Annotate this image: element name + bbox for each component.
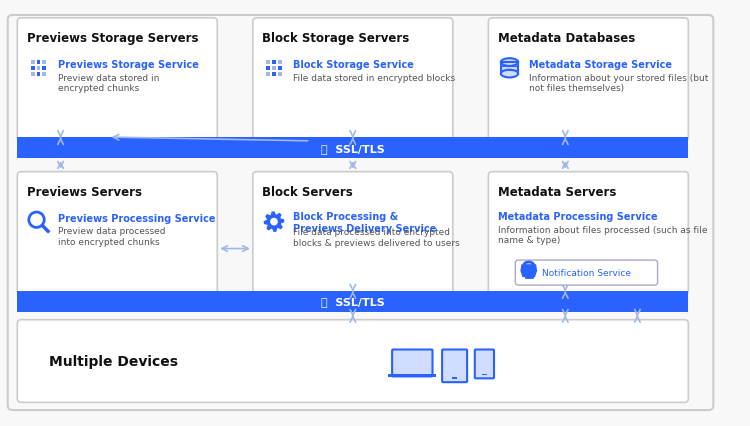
Bar [278,72,282,76]
Text: Metadata Storage Service: Metadata Storage Service [529,60,672,70]
Bar [17,291,688,312]
Bar [17,138,688,159]
Bar [42,67,46,71]
Text: 🔒  SSL/TLS: 🔒 SSL/TLS [321,143,385,153]
Bar [272,61,276,65]
Bar [501,63,518,75]
Text: Previews Processing Service: Previews Processing Service [58,213,215,224]
Bar [266,67,270,71]
Text: Preview data stored in
encrypted chunks: Preview data stored in encrypted chunks [58,73,159,93]
Polygon shape [264,213,284,232]
Text: Previews Storage Servers: Previews Storage Servers [27,32,199,45]
Bar [37,67,40,71]
Text: Metadata Databases: Metadata Databases [498,32,635,45]
FancyBboxPatch shape [488,172,688,295]
FancyBboxPatch shape [515,260,658,285]
FancyBboxPatch shape [17,19,217,141]
Text: Preview data processed
into encrypted chunks: Preview data processed into encrypted ch… [58,227,165,246]
FancyBboxPatch shape [475,350,494,378]
Bar [31,61,34,65]
FancyBboxPatch shape [392,350,433,377]
Bar [272,72,276,76]
FancyBboxPatch shape [17,172,217,295]
FancyBboxPatch shape [253,19,453,141]
Text: Metadata Processing Service: Metadata Processing Service [498,212,658,222]
Text: Block Storage Servers: Block Storage Servers [262,32,410,45]
Text: Previews Servers: Previews Servers [27,186,142,199]
Text: Block Processing &
Previews Delivery Service: Block Processing & Previews Delivery Ser… [293,212,436,233]
Text: Information about your stored files (but
not files themselves): Information about your stored files (but… [529,73,708,93]
Bar [31,72,34,76]
Text: Information about files processed (such as file
name & type): Information about files processed (such … [498,225,707,245]
Text: Block Servers: Block Servers [262,186,353,199]
Bar [278,67,282,71]
Text: 🔒  SSL/TLS: 🔒 SSL/TLS [321,297,385,307]
Bar [42,72,46,76]
Text: File data processed into encrypted
blocks & previews delivered to users: File data processed into encrypted block… [293,228,460,247]
Text: File data stored in encrypted blocks: File data stored in encrypted blocks [293,73,455,82]
Polygon shape [521,265,536,277]
Text: Previews Storage Service: Previews Storage Service [58,60,199,70]
Bar [278,61,282,65]
FancyBboxPatch shape [488,19,688,141]
Bar [266,61,270,65]
Bar [42,61,46,65]
Bar [501,63,518,75]
Text: Block Storage Service: Block Storage Service [293,60,414,70]
Bar [482,374,488,376]
Bar [266,72,270,76]
Bar [37,72,40,76]
Circle shape [270,218,278,226]
FancyBboxPatch shape [442,350,467,382]
FancyBboxPatch shape [17,320,688,403]
Bar [272,67,276,71]
Ellipse shape [501,59,518,67]
Bar [388,374,436,377]
Text: Notification Service: Notification Service [542,268,632,277]
FancyBboxPatch shape [253,172,453,295]
Text: Metadata Servers: Metadata Servers [498,186,616,199]
Bar [31,67,34,71]
Text: Multiple Devices: Multiple Devices [49,354,178,368]
Bar [452,377,458,380]
Ellipse shape [501,71,518,78]
Bar [37,61,40,65]
